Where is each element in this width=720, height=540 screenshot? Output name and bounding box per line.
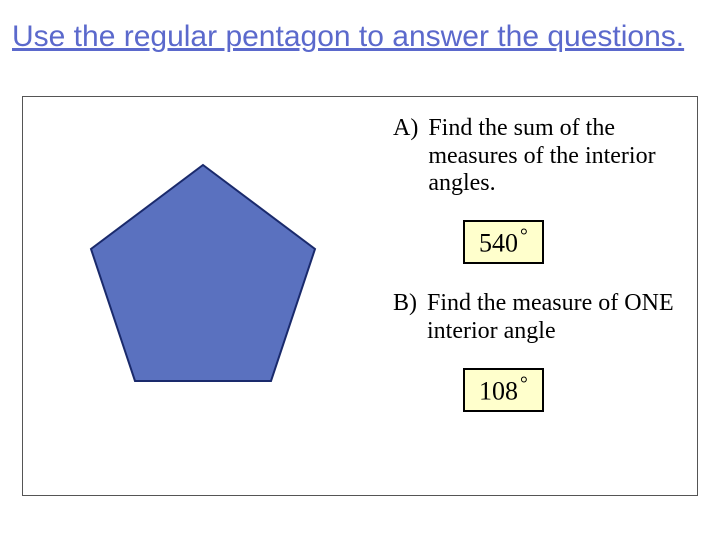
content-box: A) Find the sum of the measures of the i…: [22, 96, 698, 496]
page-title: Use the regular pentagon to answer the q…: [0, 0, 720, 64]
degree-icon: °: [520, 226, 528, 247]
answer-a-value: 540: [479, 228, 518, 257]
question-b: B) Find the measure of ONE interior angl…: [393, 290, 683, 345]
question-b-text: Find the measure of ONE interior angle: [427, 290, 683, 345]
question-a-letter: A): [393, 115, 418, 198]
answer-b-box: 108°: [463, 368, 544, 413]
question-a-text: Find the sum of the measures of the inte…: [428, 115, 683, 198]
question-a: A) Find the sum of the measures of the i…: [393, 115, 683, 198]
question-b-letter: B): [393, 290, 417, 345]
degree-icon: °: [520, 374, 528, 395]
answer-a-box: 540°: [463, 220, 544, 265]
pentagon-polygon: [91, 165, 315, 381]
answer-b-value: 108: [479, 376, 518, 405]
question-column: A) Find the sum of the measures of the i…: [393, 115, 683, 438]
pentagon-shape: [83, 157, 323, 397]
